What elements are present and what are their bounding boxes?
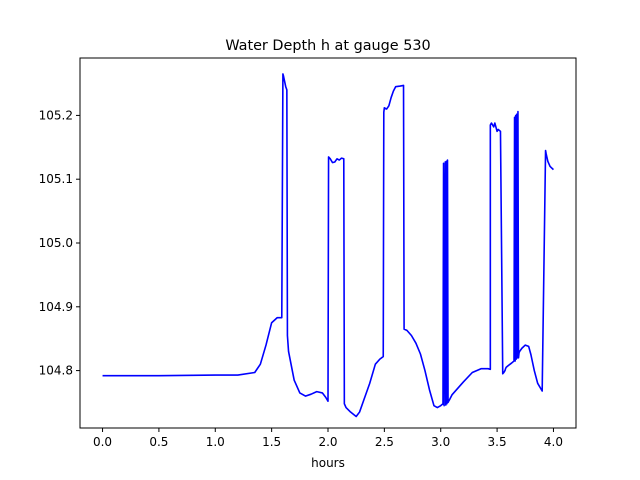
y-tick-label: 104.8 — [39, 364, 73, 378]
y-axis-ticks: 104.8 104.9 105.0 105.1 105.2 — [39, 108, 80, 378]
x-tick-label: 4.0 — [544, 435, 563, 449]
chart-title: Water Depth h at gauge 530 — [225, 38, 430, 54]
x-tick-label: 0.5 — [149, 435, 168, 449]
y-tick-label: 105.1 — [39, 172, 73, 186]
x-tick-label: 3.5 — [488, 435, 507, 449]
series-layer — [102, 73, 554, 418]
x-tick-label: 0.0 — [93, 435, 112, 449]
x-axis-label: hours — [311, 456, 345, 470]
series-line-1 — [102, 73, 554, 418]
x-tick-label: 1.0 — [206, 435, 225, 449]
y-tick-label: 105.0 — [39, 236, 73, 250]
y-tick-label: 105.2 — [39, 108, 73, 122]
x-tick-label: 2.0 — [318, 435, 337, 449]
x-tick-label: 1.5 — [262, 435, 281, 449]
x-tick-label: 3.0 — [431, 435, 450, 449]
y-tick-label: 104.9 — [39, 300, 73, 314]
x-tick-label: 2.5 — [375, 435, 394, 449]
x-axis-ticks: 0.0 0.5 1.0 1.5 2.0 2.5 3.0 3.5 4.0 — [93, 428, 563, 449]
